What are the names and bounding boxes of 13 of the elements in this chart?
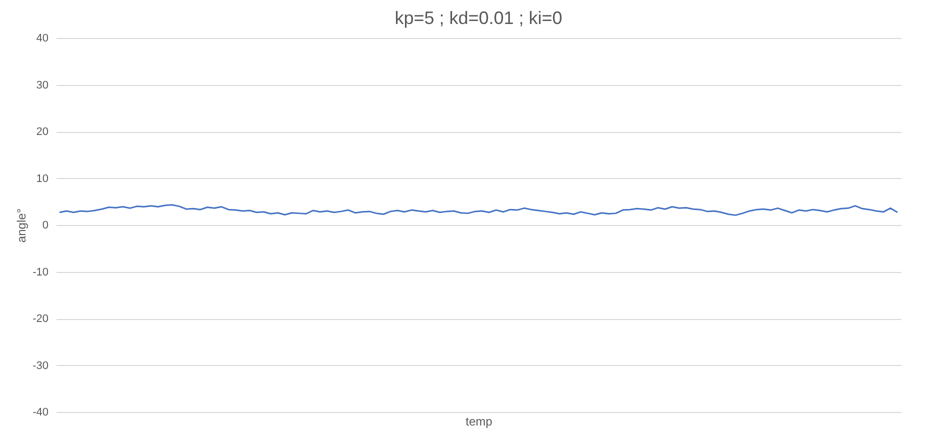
y-tick-label: 10 bbox=[36, 172, 48, 185]
y-tick-label: -40 bbox=[32, 406, 48, 418]
chart-title: kp=5 ; kd=0.01 ; ki=0 bbox=[394, 8, 562, 28]
y-tick-label: -10 bbox=[32, 266, 48, 278]
line-series bbox=[58, 204, 898, 216]
y-tick-label: -20 bbox=[32, 313, 48, 325]
y-tick-label: 30 bbox=[36, 79, 48, 92]
y-tick-label: -30 bbox=[32, 360, 48, 372]
x-axis-title: temp bbox=[466, 414, 493, 428]
y-tick-label: 0 bbox=[42, 220, 48, 232]
y-tick-label: 20 bbox=[36, 126, 48, 138]
y-tick-label: 40 bbox=[36, 32, 48, 44]
y-axis-title: angle° bbox=[14, 208, 29, 243]
